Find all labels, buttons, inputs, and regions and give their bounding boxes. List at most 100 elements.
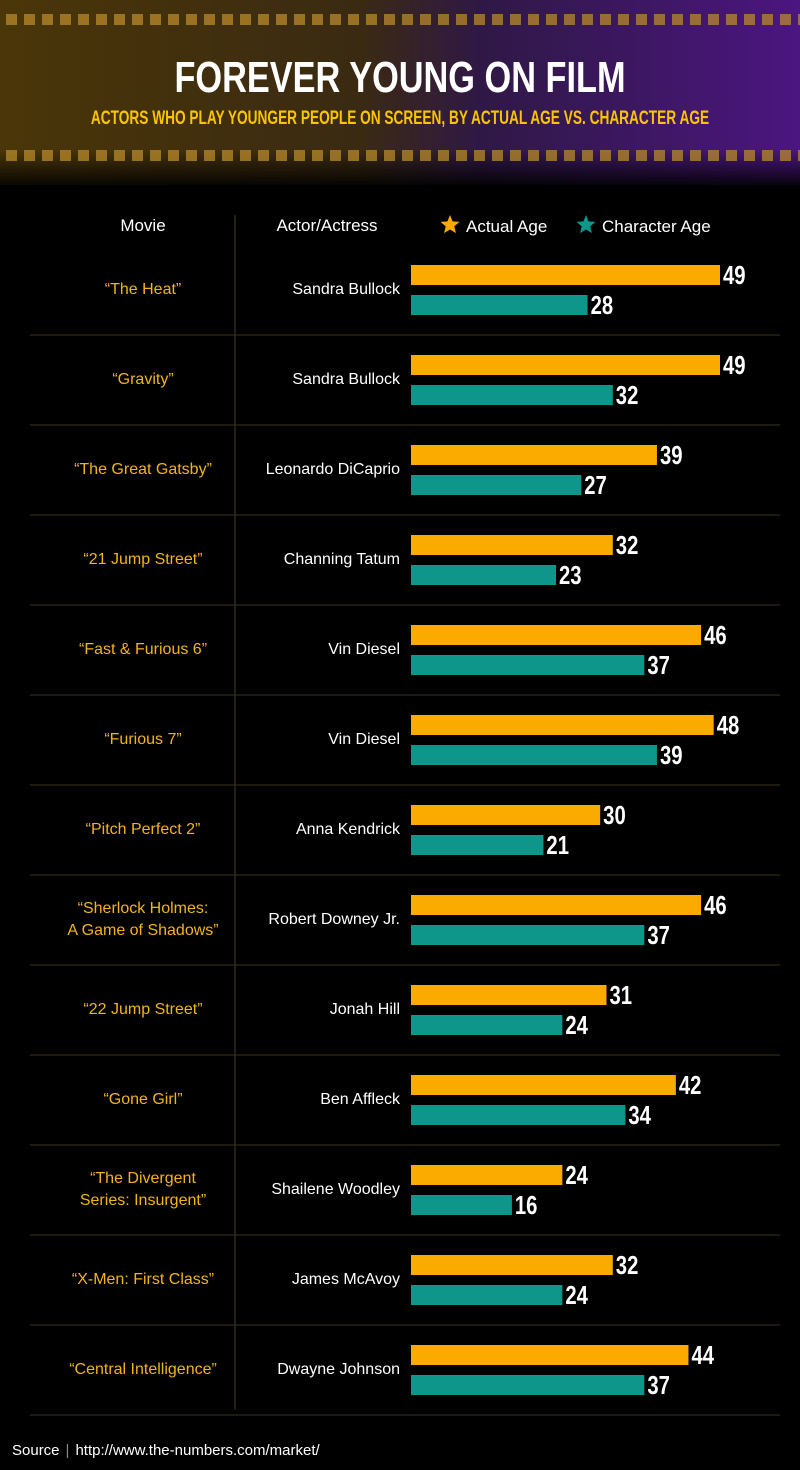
perforation xyxy=(222,150,233,161)
bar xyxy=(411,895,702,915)
value-label-group: 27 xyxy=(584,471,607,500)
actor-name: Vin Diesel xyxy=(328,641,400,658)
value-label-group: 32 xyxy=(616,1251,639,1280)
perforation xyxy=(438,14,449,25)
perforation xyxy=(600,14,611,25)
perforation xyxy=(546,14,557,25)
value-label: 31 xyxy=(609,981,632,1010)
perforation xyxy=(78,150,89,161)
legend-marker xyxy=(440,215,460,234)
movie-name: “21 Jump Street” xyxy=(83,551,203,568)
movie-name: “Fast & Furious 6” xyxy=(78,641,208,658)
perforation xyxy=(636,150,647,161)
perforation xyxy=(294,14,305,25)
perforation xyxy=(186,150,197,161)
perforation xyxy=(96,14,107,25)
perforation xyxy=(528,150,539,161)
perforation xyxy=(564,150,575,161)
bar xyxy=(411,475,582,495)
bar xyxy=(411,385,613,405)
value-label: 23 xyxy=(559,561,582,590)
perforation xyxy=(204,150,215,161)
value-label: 32 xyxy=(616,381,639,410)
actor-name: Sandra Bullock xyxy=(292,281,400,298)
perforation xyxy=(384,150,395,161)
perforation xyxy=(654,14,665,25)
value-label: 49 xyxy=(723,351,746,380)
perforation xyxy=(294,150,305,161)
chart-title: FOREVER YOUNG ON FILM xyxy=(174,53,625,102)
perforation xyxy=(528,14,539,25)
bar xyxy=(411,1285,563,1305)
perforation xyxy=(132,150,143,161)
perforation xyxy=(690,150,701,161)
perforation xyxy=(24,150,35,161)
movie-name: “Central Intelligence” xyxy=(69,1361,217,1378)
perforation xyxy=(114,150,125,161)
perforation xyxy=(348,150,359,161)
value-label: 39 xyxy=(660,441,683,470)
perforation xyxy=(654,150,665,161)
perforation xyxy=(726,14,737,25)
perforation xyxy=(582,14,593,25)
bar xyxy=(411,805,601,825)
bar xyxy=(411,535,613,555)
bar xyxy=(411,625,702,645)
value-label-group: 39 xyxy=(660,441,683,470)
actor-name: Vin Diesel xyxy=(328,731,400,748)
value-label-group: 23 xyxy=(559,561,582,590)
perforation xyxy=(726,150,737,161)
title-group: FOREVER YOUNG ON FILM xyxy=(174,53,625,102)
value-label: 49 xyxy=(723,261,746,290)
perforation xyxy=(762,150,773,161)
value-label: 46 xyxy=(704,891,727,920)
value-label-group: 32 xyxy=(616,381,639,410)
perforation xyxy=(492,14,503,25)
perforation xyxy=(348,14,359,25)
perforation xyxy=(258,150,269,161)
perforation xyxy=(168,14,179,25)
bar xyxy=(411,1105,626,1125)
source: Source | http://www.the-numbers.com/market… xyxy=(12,1442,320,1459)
value-label: 28 xyxy=(591,291,614,320)
perforation xyxy=(312,14,323,25)
perforation xyxy=(474,150,485,161)
value-label: 32 xyxy=(616,1251,639,1280)
perforation xyxy=(258,14,269,25)
value-label: 27 xyxy=(584,471,607,500)
value-label: 24 xyxy=(565,1161,588,1190)
perforation xyxy=(168,150,179,161)
value-label: 34 xyxy=(628,1101,651,1130)
perforation xyxy=(492,150,503,161)
column-header: Movie xyxy=(120,216,166,235)
film-perforations xyxy=(6,14,800,161)
movie-name: “The Divergent Series: Insurgent” xyxy=(79,1170,207,1209)
perforation xyxy=(222,14,233,25)
movie-name: “Sherlock Holmes: A Game of Shadows” xyxy=(67,900,219,939)
perforation xyxy=(24,14,35,25)
value-label-group: 44 xyxy=(691,1341,714,1370)
value-label-group: 30 xyxy=(603,801,626,830)
separator: | xyxy=(65,1442,70,1459)
perforation xyxy=(618,14,629,25)
perforation xyxy=(744,14,755,25)
value-label-group: 31 xyxy=(609,981,632,1010)
source-label: Source xyxy=(12,1442,60,1459)
actor-name: Jonah Hill xyxy=(329,1001,400,1018)
value-label-group: 48 xyxy=(717,711,740,740)
perforation xyxy=(78,14,89,25)
value-label: 37 xyxy=(647,921,670,950)
chart-subtitle: ACTORS WHO PLAY YOUNGER PEOPLE ON SCREEN… xyxy=(91,107,709,129)
perforation xyxy=(330,14,341,25)
perforation xyxy=(636,14,647,25)
actor-name: Channing Tatum xyxy=(283,551,400,568)
perforation xyxy=(402,14,413,25)
perforation xyxy=(762,14,773,25)
bar xyxy=(411,1195,512,1215)
value-label-group: 32 xyxy=(616,531,639,560)
bar xyxy=(411,1345,689,1365)
actor-name: Dwayne Johnson xyxy=(277,1361,400,1378)
value-label-group: 37 xyxy=(647,1371,670,1400)
actor-name: Shailene Woodley xyxy=(271,1181,400,1198)
